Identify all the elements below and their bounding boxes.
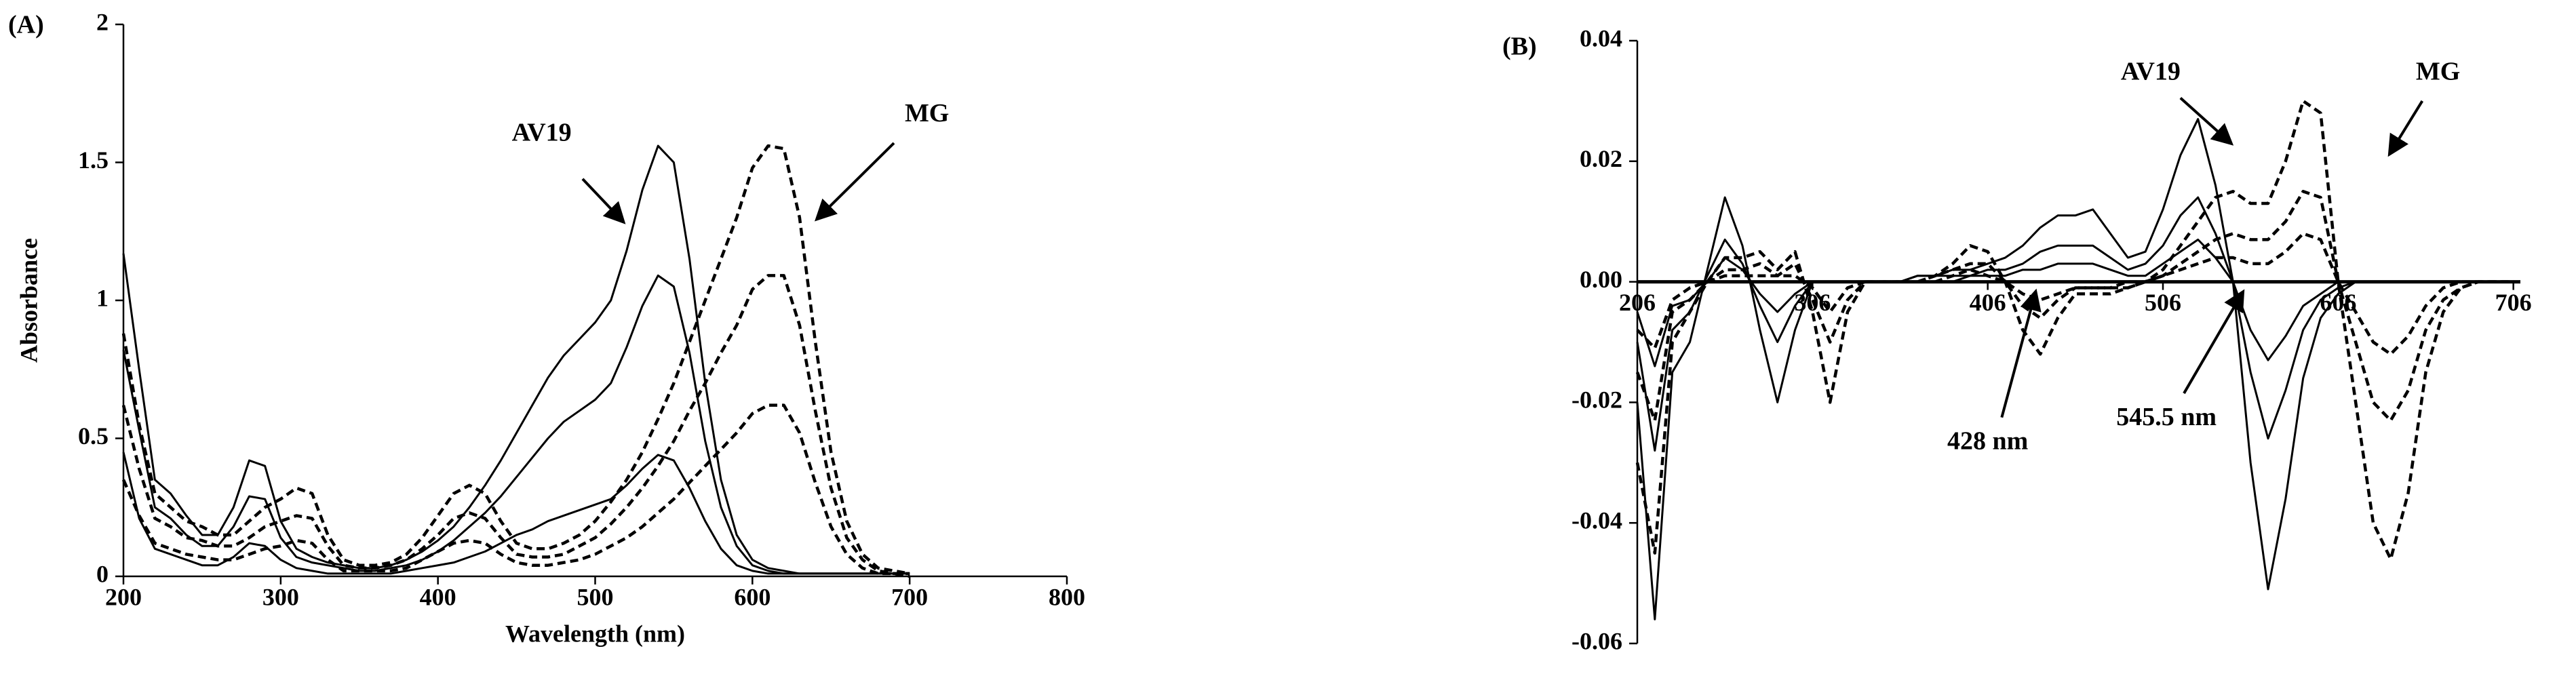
annotation: AV19 <box>2121 58 2181 86</box>
x-tick-label: 400 <box>420 583 456 610</box>
x-tick-label: 406 <box>1970 289 2006 316</box>
y-tick-label: 0.5 <box>78 422 109 450</box>
y-tick-label: -0.04 <box>1572 507 1622 534</box>
x-tick-label: 600 <box>734 583 770 610</box>
y-tick-label: 0 <box>96 560 109 587</box>
panel-label: (A) <box>8 11 44 39</box>
y-tick-label: 2 <box>96 8 109 35</box>
x-tick-label: 200 <box>105 583 142 610</box>
spectrum-line <box>1636 232 2514 356</box>
spectrum-line <box>121 144 910 576</box>
annotation: AV19 <box>512 119 572 147</box>
spectrum-line <box>121 274 910 576</box>
x-tick-label: 506 <box>2145 289 2181 316</box>
spectrum-line <box>1635 99 2514 561</box>
spectrum-line <box>1635 190 2514 422</box>
annotation-arrow <box>2387 100 2424 157</box>
annotation: 428 nm <box>1947 427 2028 456</box>
x-tick-label: 500 <box>577 583 614 610</box>
annotation: 545.5 nm <box>2116 403 2217 431</box>
annotation: MG <box>2416 58 2460 86</box>
y-tick-label: 1.5 <box>78 146 109 174</box>
panel-label: (B) <box>1502 33 1537 61</box>
y-tick-label: 0.00 <box>1580 266 1622 293</box>
panel: 0 0.5 1 1.5 2 200 300 400 500 600 700 800 (A) Wavelen… <box>8 8 1085 647</box>
annotation-arrow <box>2000 288 2042 418</box>
annotation: MG <box>905 99 949 127</box>
annotation-arrow <box>815 142 895 222</box>
annotation-arrow <box>581 178 626 224</box>
annotation-arrow <box>2179 96 2234 146</box>
x-tick-label: 700 <box>891 583 928 610</box>
y-tick-label: 0.02 <box>1580 145 1622 172</box>
x-axis-title: Wavelength (nm) <box>505 620 685 647</box>
y-axis-title: Absorbance <box>15 238 42 363</box>
y-tick-label: 0.04 <box>1580 24 1622 52</box>
spectrum-line <box>121 403 910 578</box>
y-tick-label: -0.02 <box>1572 386 1622 414</box>
y-tick-label: -0.06 <box>1572 627 1622 654</box>
spectrum-line <box>122 452 910 575</box>
x-tick-label: 706 <box>2495 289 2532 316</box>
spectrum-line <box>122 144 910 575</box>
x-tick-label: 300 <box>262 583 299 610</box>
spectrum-line <box>1636 238 2514 368</box>
x-tick-label: 206 <box>1619 289 1656 316</box>
annotation-arrow <box>2183 289 2245 395</box>
y-tick-label: 1 <box>96 284 109 311</box>
x-tick-label: 800 <box>1049 583 1085 610</box>
